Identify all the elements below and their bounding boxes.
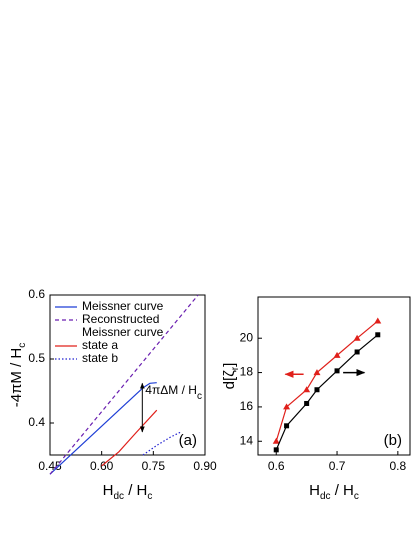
square-marker [273, 447, 279, 453]
legend-label: state b [82, 351, 118, 365]
series-line [142, 431, 182, 456]
panel-label: (b) [384, 432, 402, 449]
y-tick-label: 20 [240, 330, 254, 344]
triangle-marker [272, 437, 280, 444]
triangle-marker [303, 386, 311, 393]
x-axis-label-part: H [103, 482, 114, 499]
triangle-marker [333, 351, 341, 358]
x-axis-label: Hdc / Hc [103, 482, 153, 502]
y-axis-label-part: r [230, 366, 241, 370]
annotation: 4πΔM / Hc [145, 383, 202, 402]
x-axis-label-part: dc [113, 491, 124, 502]
y-axis-label: d[ζr] [221, 363, 241, 390]
x-axis-label: Hdc / Hc [309, 482, 359, 502]
triangle-marker [374, 317, 382, 324]
x-axis-label-part: c [354, 491, 359, 502]
y-axis-label-part: d[ζ [221, 370, 238, 390]
triangle-marker [313, 369, 321, 376]
square-marker [375, 332, 381, 338]
x-tick-label: 0.7 [329, 459, 346, 473]
square-marker [284, 423, 290, 429]
series-line [275, 320, 379, 442]
series-line [101, 409, 158, 467]
series-line [49, 382, 157, 475]
y-axis-label-part: -4πM / H [8, 348, 25, 408]
y-tick-label: 18 [240, 365, 254, 379]
triangle-marker [283, 403, 291, 410]
series-line [275, 334, 379, 451]
x-axis-label-part: / H [124, 482, 147, 499]
x-tick-label: 0.45 [38, 459, 62, 473]
annotation-part: c [197, 391, 202, 402]
panel-label: (a) [179, 432, 197, 449]
x-tick-label: 0.6 [268, 459, 285, 473]
square-marker [304, 400, 310, 406]
square-marker [354, 349, 360, 355]
legend-label: Meissner curve [82, 299, 164, 313]
x-tick-label: 0.75 [142, 459, 166, 473]
annotation-part: 4πΔM / H [145, 383, 197, 397]
y-tick-label: 16 [240, 399, 254, 413]
square-marker [334, 368, 340, 374]
y-axis-label-part: c [17, 343, 28, 348]
square-marker [314, 387, 320, 393]
x-tick-label: 0.8 [389, 459, 406, 473]
y-tick-label: 0.5 [28, 351, 45, 365]
series-line [49, 294, 199, 475]
plot-frame [257, 296, 411, 456]
y-axis-label-part: ] [221, 363, 238, 367]
y-axis-label: -4πM / Hc [8, 343, 28, 408]
triangle-marker [353, 334, 361, 341]
plot-frame [49, 294, 206, 456]
legend-label: state a [82, 338, 118, 352]
legend-label: Reconstructed [82, 312, 159, 326]
y-tick-label: 0.6 [28, 287, 45, 301]
x-axis-label-part: dc [320, 491, 331, 502]
x-axis-label-part: c [147, 491, 152, 502]
x-axis-label-part: H [309, 482, 320, 499]
x-tick-label: 0.60 [90, 459, 114, 473]
legend-note: Meissner curve [82, 325, 164, 339]
x-axis-label-part: / H [331, 482, 354, 499]
y-tick-label: 0.4 [28, 415, 45, 429]
x-tick-label: 0.90 [193, 459, 217, 473]
y-tick-label: 14 [240, 433, 254, 447]
